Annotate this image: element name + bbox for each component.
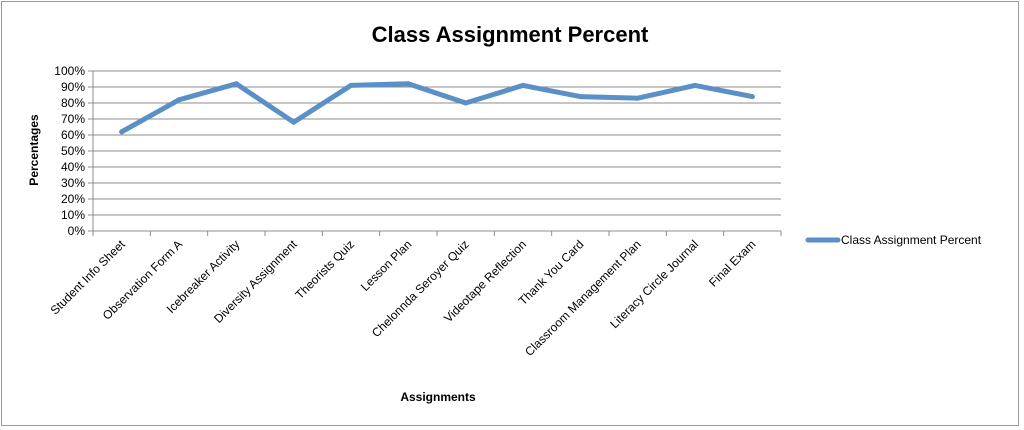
y-tick-label: 50% — [61, 144, 85, 158]
y-tick-label: 90% — [61, 80, 85, 94]
x-tick-label: Lesson Plan — [358, 237, 415, 294]
legend: Class Assignment Percent — [805, 233, 982, 247]
data-point — [119, 129, 125, 135]
y-tick-label: 0% — [68, 224, 86, 238]
y-tick-label: 70% — [61, 112, 85, 126]
x-tick-label: Final Exam — [706, 237, 758, 289]
y-tick-label: 60% — [61, 128, 85, 142]
y-tick-label: 80% — [61, 96, 85, 110]
series-line — [119, 81, 755, 135]
data-point — [405, 81, 411, 87]
chart-title: Class Assignment Percent — [372, 22, 649, 47]
y-tick-label: 20% — [61, 192, 85, 206]
y-axis-title: Percentages — [27, 114, 41, 186]
x-tick-label: Theorists Quiz — [293, 237, 358, 302]
data-point — [635, 95, 641, 101]
data-point — [749, 94, 755, 100]
y-tick-label: 30% — [61, 176, 85, 190]
data-point — [463, 100, 469, 106]
x-axis-title: Assignments — [400, 390, 476, 404]
legend-label: Class Assignment Percent — [841, 233, 982, 247]
y-tick-label: 40% — [61, 160, 85, 174]
data-point — [348, 82, 354, 88]
series-group — [119, 81, 755, 135]
y-tick-label: 10% — [61, 208, 85, 222]
data-point — [692, 82, 698, 88]
y-tick-labels: 0% 10% 20% 30% 40% 50% 60% 70% 80% 90% 100% — [54, 64, 85, 238]
data-point — [233, 81, 239, 87]
data-point — [520, 82, 526, 88]
data-point — [577, 94, 583, 100]
data-point — [291, 119, 297, 125]
x-tick-label: Chelonnda Seroyer Quiz — [369, 237, 472, 340]
data-point — [176, 97, 182, 103]
y-tick-label: 100% — [54, 64, 85, 78]
axes — [92, 71, 782, 236]
x-tick-label: Classroom Management Plan — [522, 237, 644, 359]
